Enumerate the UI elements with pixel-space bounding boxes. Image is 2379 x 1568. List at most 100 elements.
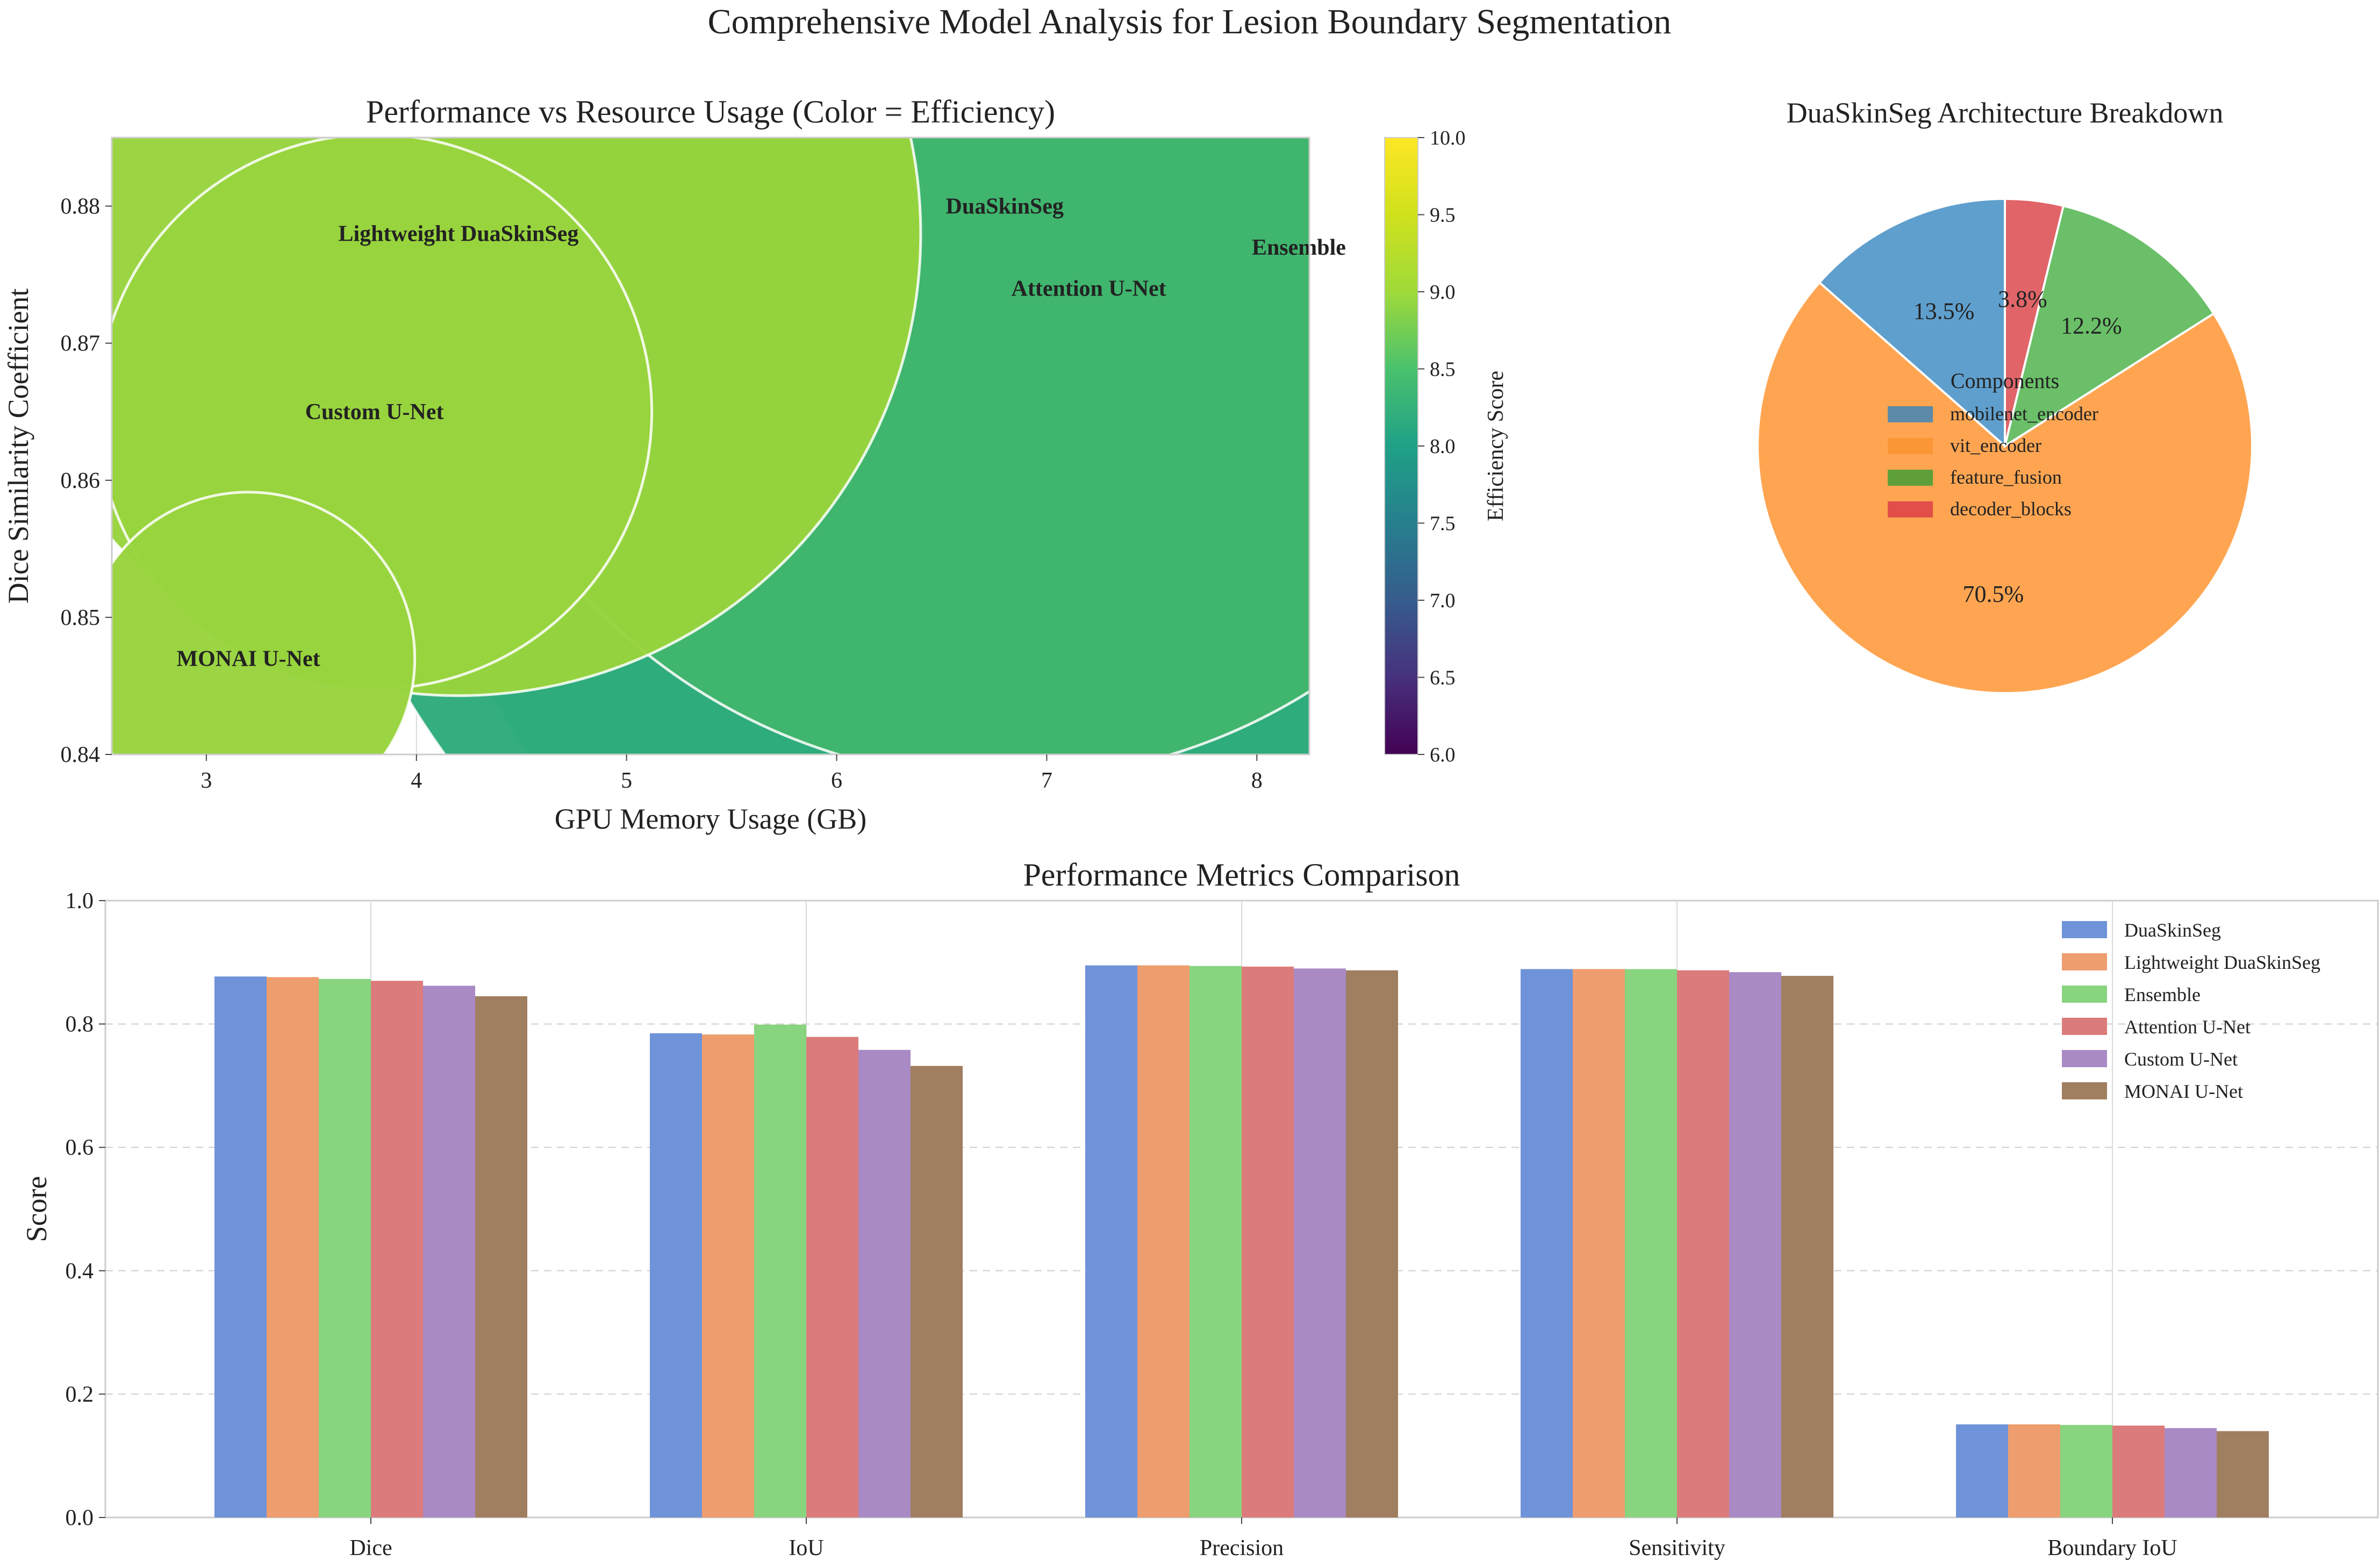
bar <box>702 1034 754 1517</box>
colorbar-label: Efficiency Score <box>1484 371 1508 521</box>
bar <box>1242 966 1294 1517</box>
bar-x-tick-label: IoU <box>789 1536 823 1560</box>
pie-slice <box>2004 197 2065 447</box>
bar-title: Performance Metrics Comparison <box>1023 857 1460 893</box>
colorbar-tick-label: 6.0 <box>1430 744 1456 766</box>
scatter-frame <box>111 136 1310 756</box>
bar-x-tick-label: Sensitivity <box>1629 1536 1725 1560</box>
bar <box>1781 976 1833 1517</box>
bar-y-ticks: 0.0 0.2 0.4 0.6 0.8 1.0 <box>66 889 105 1530</box>
bar-y-tick-label: 0.0 <box>66 1506 94 1530</box>
bar-y-tick-label: 0.8 <box>66 1012 94 1037</box>
bar <box>2008 1424 2060 1517</box>
pie-legend-swatch <box>1888 501 1933 517</box>
colorbar-tick-label: 7.0 <box>1430 589 1456 612</box>
bar-x-tick-label: Precision <box>1200 1536 1284 1560</box>
pie-legend-label: vit_encoder <box>1950 435 2041 456</box>
bar <box>1625 969 1677 1517</box>
colorbar-tick-label: 9.5 <box>1430 204 1456 227</box>
colorbar-tick-label: 10.0 <box>1430 127 1466 149</box>
scatter-point-label: Lightweight DuaSkinSeg <box>338 222 578 247</box>
bar-bars <box>214 965 2269 1517</box>
bar-legend-swatch <box>2062 986 2107 1003</box>
bar <box>1521 969 1573 1517</box>
pie-slice <box>1818 197 2006 449</box>
pie-legend-swatch <box>1888 438 1933 454</box>
scatter-point-label: Attention U-Net <box>1012 277 1166 301</box>
bar-panel: Performance Metrics Comparison Dice IoU Pr… <box>20 857 2379 1560</box>
bar <box>1085 965 1137 1517</box>
scatter-x-tick-label: 3 <box>200 768 212 793</box>
scatter-y-tick-label: 0.86 <box>61 469 101 493</box>
bar <box>2060 1425 2112 1517</box>
scatter-x-label: GPU Memory Usage (GB) <box>555 803 866 835</box>
colorbar-tick-label: 6.5 <box>1430 667 1456 689</box>
bar-legend-label: DuaSkinSeg <box>2124 919 2221 941</box>
bar-legend-swatch <box>2062 1050 2107 1067</box>
bar-y-tick-label: 0.4 <box>66 1259 94 1284</box>
scatter-panel: Performance vs Resource Usage (Color = E… <box>2 94 1508 835</box>
bar-legend-label: Lightweight DuaSkinSeg <box>2124 952 2320 973</box>
bar <box>1137 965 1190 1517</box>
scatter-title: Performance vs Resource Usage (Color = E… <box>366 94 1055 130</box>
scatter-y-tick-label: 0.88 <box>61 195 101 219</box>
pie-legend-label: mobilenet_encoder <box>1950 403 2098 425</box>
pie-panel: DuaSkinSeg Architecture Breakdown 13.5% 7… <box>1757 97 2253 694</box>
bar <box>650 1033 702 1517</box>
bar <box>1190 966 1242 1517</box>
bar <box>267 977 319 1517</box>
scatter-x-ticks: 3 4 5 6 7 8 <box>200 754 1263 793</box>
scatter-x-tick-label: 8 <box>1251 768 1263 793</box>
scatter-x-tick-label: 7 <box>1041 768 1052 793</box>
pie-legend-title: Components <box>1951 369 2059 393</box>
pie-slices <box>1757 197 2253 694</box>
scatter-bubbles <box>112 138 1309 754</box>
bar-legend: DuaSkinSeg Lightweight DuaSkinSeg Ensemble… <box>2062 919 2320 1102</box>
bar-y-tick-label: 1.0 <box>66 889 94 914</box>
pie-title: DuaSkinSeg Architecture Breakdown <box>1787 97 2224 129</box>
scatter-point <box>112 491 417 754</box>
bar-legend-swatch <box>2062 1018 2107 1035</box>
bar <box>371 981 423 1517</box>
scatter-x-tick-label: 6 <box>831 768 842 793</box>
bar <box>754 1024 806 1517</box>
pie-slice-label: 13.5% <box>1914 298 1975 324</box>
scatter-y-tick-label: 0.85 <box>61 606 101 630</box>
bar-legend-swatch <box>2062 921 2107 938</box>
pie-legend-label: feature_fusion <box>1950 466 2062 488</box>
scatter-y-label: Dice Similarity Coefficient <box>2 289 34 604</box>
colorbar-tick-label: 8.0 <box>1430 435 1456 458</box>
bar <box>1573 969 1625 1517</box>
bar-y-tick-label: 0.6 <box>66 1135 94 1160</box>
bar-legend-label: Ensemble <box>2124 984 2201 1005</box>
pie-legend: Components mobilenet_encoder vit_encoderf… <box>1888 369 2098 520</box>
scatter-y-tick-label: 0.87 <box>61 332 101 356</box>
pie-labels: 13.5% 70.5% 12.2% 3.8% <box>1914 286 2122 607</box>
bar <box>1956 1424 2008 1517</box>
bar <box>2112 1425 2165 1517</box>
bar-legend-swatch <box>2062 953 2107 970</box>
scatter-x-tick-label: 5 <box>621 768 632 793</box>
pie-slice-label: 3.8% <box>1998 286 2047 312</box>
pie-legend-swatch <box>1888 470 1933 486</box>
bar <box>319 979 371 1517</box>
scatter-point-label: Ensemble <box>1252 235 1346 260</box>
bar-legend-label: MONAI U-Net <box>2124 1081 2243 1102</box>
colorbar-tick-label: 7.5 <box>1430 513 1456 535</box>
bar <box>2165 1428 2217 1517</box>
scatter-point-label: DuaSkinSeg <box>946 195 1064 219</box>
bar-legend-label: Custom U-Net <box>2124 1048 2238 1070</box>
bar <box>911 1066 963 1517</box>
bar <box>1294 968 1346 1517</box>
bar-y-label: Score <box>20 1176 53 1242</box>
scatter-point-label: MONAI U-Net <box>177 646 320 671</box>
scatter-x-tick-label: 4 <box>411 768 422 793</box>
scatter-y-ticks: 0.84 0.85 0.86 0.87 0.88 <box>61 195 112 767</box>
bar <box>475 996 527 1517</box>
pie-slice <box>1757 280 2253 694</box>
pie-legend-swatch <box>1888 406 1933 422</box>
pie-slice-label: 12.2% <box>2061 313 2122 339</box>
bar <box>1677 970 1729 1517</box>
pie-legend-label: decoder_blocks <box>1950 498 2072 520</box>
